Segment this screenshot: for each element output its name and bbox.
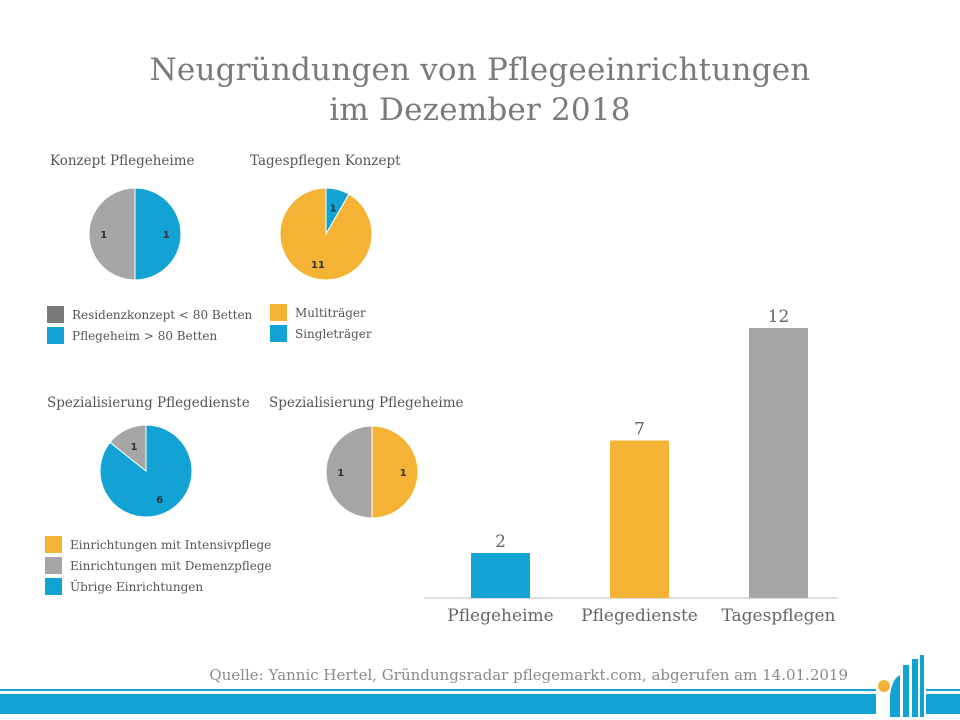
pie-slice [325, 425, 373, 519]
pie-title-spezialisierung-pflegedienste: Spezialisierung Pflegedienste [47, 395, 250, 411]
bar-value-label: 2 [495, 532, 506, 552]
footer-bar [0, 694, 960, 714]
legend-swatch [47, 306, 64, 323]
pie-data-label: 1 [400, 468, 407, 479]
legend-item: Übrige Einrichtungen [45, 576, 272, 597]
pie-slice [279, 187, 373, 281]
legend-item: Pflegeheim > 80 Betten [47, 325, 252, 346]
chart-title: Neugründungen von Pflegeeinrichtungen im… [0, 50, 960, 130]
bar-value-label: 7 [634, 420, 645, 440]
bar-pflegeheime [471, 553, 530, 598]
category-label: Tagespflegen [722, 606, 836, 626]
legend-swatch [45, 557, 62, 574]
pie-data-label: 11 [311, 260, 325, 271]
pie-data-label: 1 [330, 203, 337, 214]
pie-data-label: 1 [131, 442, 138, 453]
bar-chart: 2 Pflegeheime 7 Pflegedienste 12 Tagespflegen [424, 307, 838, 626]
legend-label: Einrichtungen mit Demenzpflege [70, 558, 272, 573]
pie-title-tagespflegen-konzept: Tagespflegen Konzept [250, 153, 401, 169]
footer-line [0, 689, 960, 691]
pie-slice [109, 424, 147, 473]
pie-data-label: 1 [163, 230, 170, 241]
legend-swatch [47, 327, 64, 344]
legend-item: Einrichtungen mit Demenzpflege [45, 555, 272, 576]
legend-label: Übrige Einrichtungen [70, 579, 204, 594]
pie-slice [134, 187, 182, 281]
legend-label: Einrichtungen mit Intensivpflege [70, 537, 272, 552]
legend-swatch [270, 304, 287, 321]
pie-slice [371, 425, 419, 519]
legend-konzept-pflegeheime: Residenzkonzept < 80 Betten Pflegeheim >… [47, 304, 252, 346]
legend-label: Pflegeheim > 80 Betten [72, 328, 218, 343]
legend-label: Multiträger [295, 305, 366, 320]
legend-swatch [270, 325, 287, 342]
legend-swatch [45, 578, 62, 595]
pflegemarkt-logo [876, 655, 926, 717]
pie-title-spezialisierung-pflegeheime: Spezialisierung Pflegeheime [269, 395, 464, 411]
legend-spezialisierung: Einrichtungen mit Intensivpflege Einrich… [45, 534, 272, 597]
pie-konzept-pflegeheime: 11 [88, 187, 182, 281]
category-label: Pflegeheime [447, 606, 553, 626]
pie-title-konzept-pflegeheime: Konzept Pflegeheime [50, 153, 195, 169]
legend-item: Residenzkonzept < 80 Betten [47, 304, 252, 325]
source-note: Quelle: Yannic Hertel, Gründungsradar pf… [209, 666, 848, 684]
pie-slice [88, 187, 136, 281]
pie-spezialisierung-pflegeheime: 11 [325, 425, 419, 519]
legend-swatch [45, 536, 62, 553]
legend-label: Singleträger [295, 326, 372, 341]
pie-spezialisierung-pflegedienste: 61 [99, 424, 193, 518]
legend-item: Multiträger [270, 302, 372, 323]
legend-item: Einrichtungen mit Intensivpflege [45, 534, 272, 555]
category-label: Pflegedienste [581, 606, 698, 626]
pie-tagespflegen-konzept: 111 [279, 187, 373, 281]
legend-tagespflegen-konzept: Multiträger Singleträger [270, 302, 372, 344]
pie-data-label: 1 [337, 468, 344, 479]
pie-data-label: 6 [156, 495, 163, 506]
bar-tagespflegen [749, 328, 808, 598]
title-line-1: Neugründungen von Pflegeeinrichtungen [149, 52, 811, 88]
bar-value-label: 12 [768, 307, 790, 327]
legend-item: Singleträger [270, 323, 372, 344]
title-line-2: im Dezember 2018 [329, 92, 631, 128]
bar-pflegedienste [610, 440, 669, 598]
pie-data-label: 1 [100, 230, 107, 241]
legend-label: Residenzkonzept < 80 Betten [72, 307, 253, 322]
